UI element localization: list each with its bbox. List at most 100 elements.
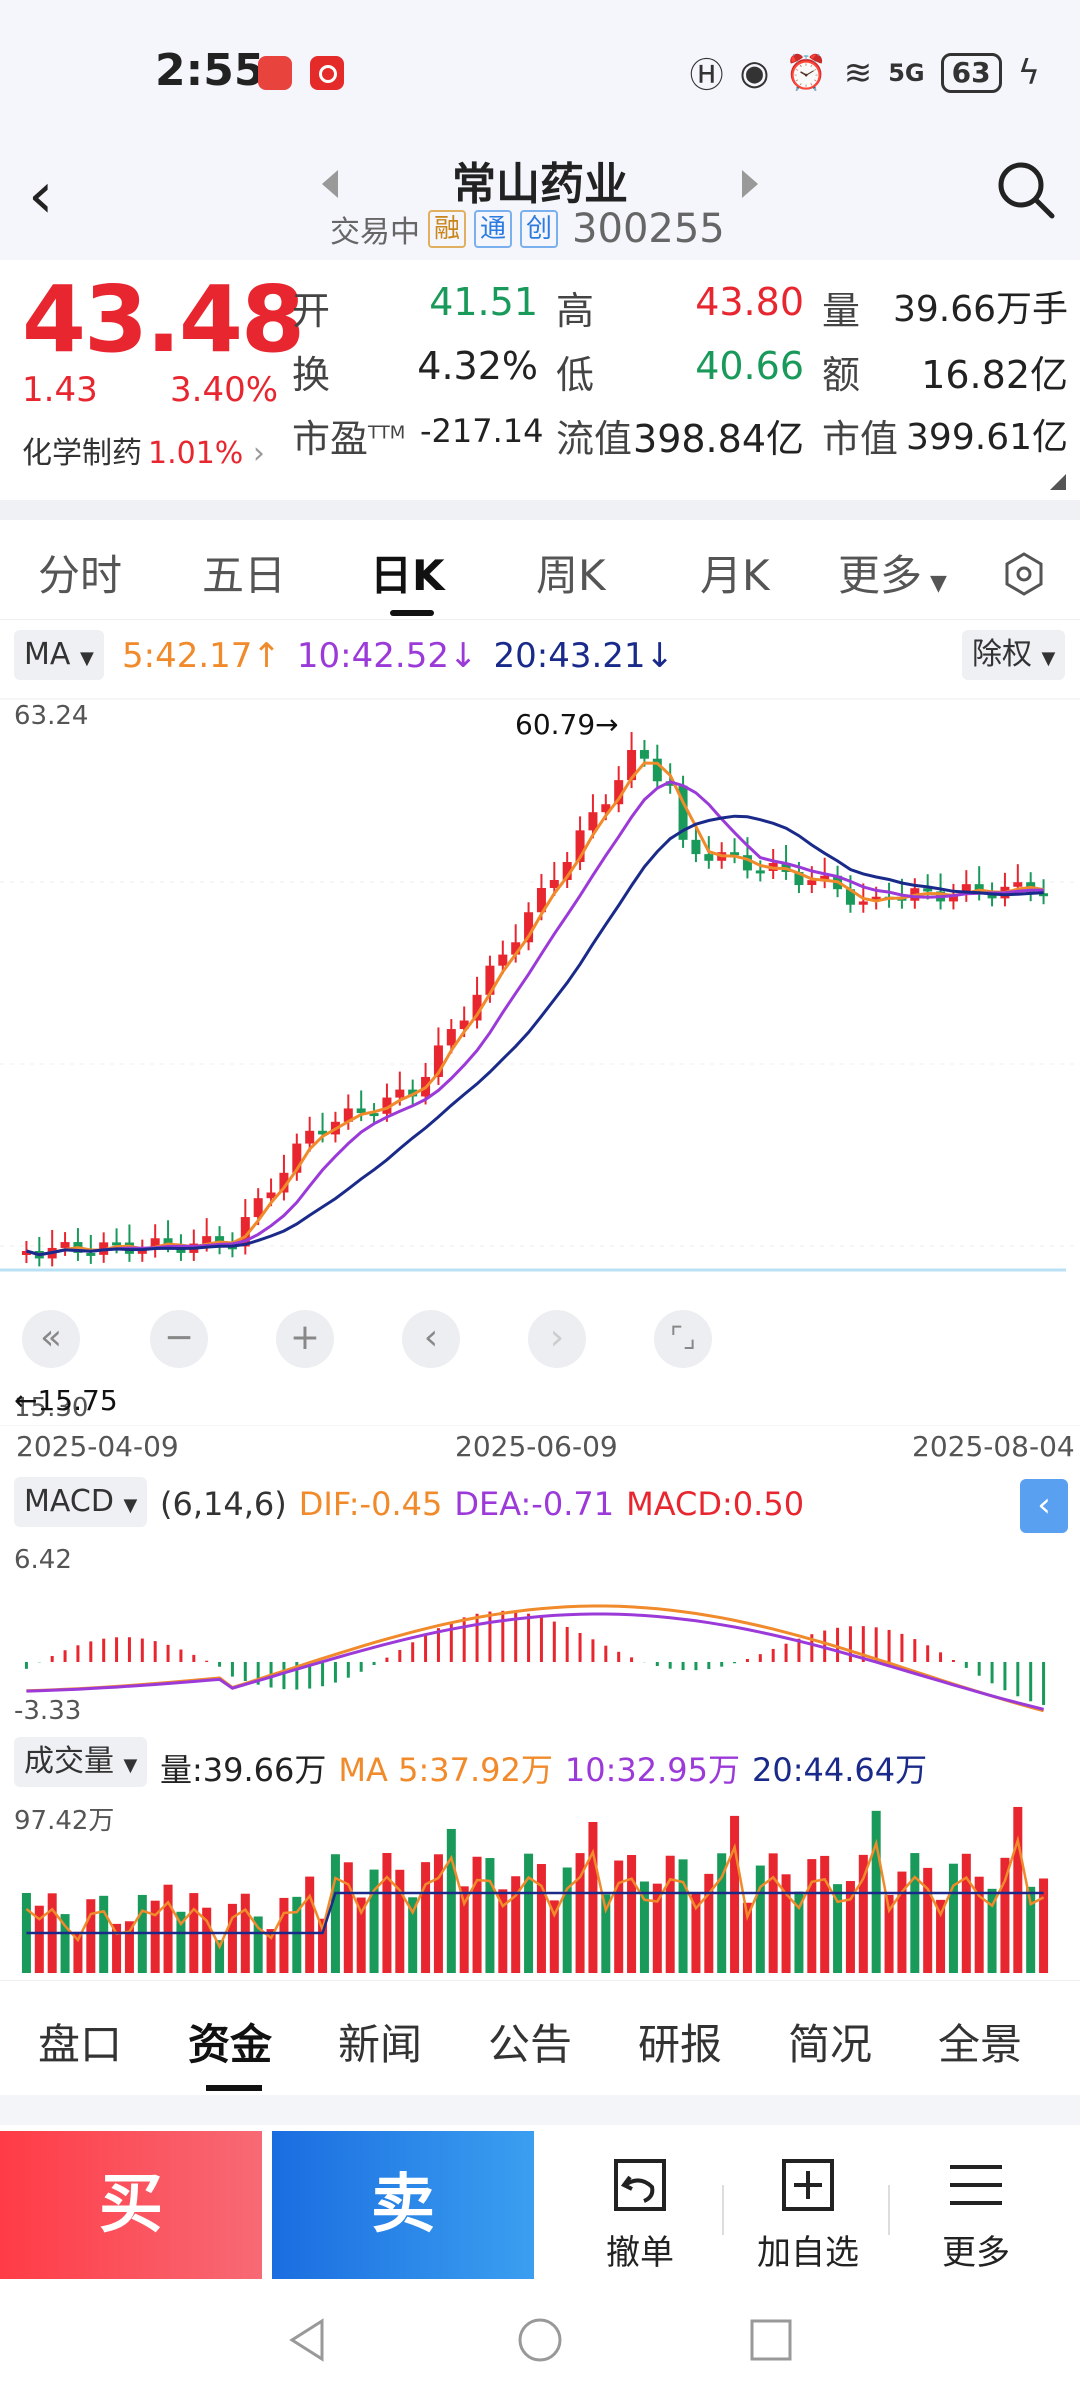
low-label: 低	[556, 353, 595, 397]
chinext-tag: 创	[520, 210, 559, 248]
scroll-left-icon[interactable]: ‹	[402, 1310, 460, 1368]
volume-bar	[652, 1883, 662, 1973]
search-icon[interactable]	[994, 158, 1058, 222]
collapse-panel-icon[interactable]: ‹	[1020, 1479, 1068, 1533]
tab-monthly-k[interactable]: 月K	[700, 551, 770, 600]
tab-announcements[interactable]: 公告	[488, 2020, 573, 2069]
zoom-out-icon[interactable]: −	[150, 1310, 208, 1368]
fullscreen-icon[interactable]: ⌜⌟	[654, 1310, 712, 1368]
volume-bar	[588, 1821, 598, 1973]
tab-overview[interactable]: 全景	[938, 2020, 1023, 2069]
volume-bar	[395, 1869, 405, 1973]
candle	[21, 1251, 31, 1255]
bottom-tabs: 盘口 资金 新闻 公告 研报 简况 全景	[0, 1980, 1080, 2095]
tab-profile[interactable]: 简况	[788, 2020, 873, 2069]
cancel-order-label: 撤单	[606, 2233, 674, 2273]
volume-bar	[768, 1853, 778, 1973]
candle	[665, 781, 675, 786]
volume-bar	[215, 1940, 225, 1973]
tab-research[interactable]: 研报	[638, 2020, 723, 2069]
eye-icon: ◉	[739, 52, 770, 93]
tab-funds[interactable]: 资金	[188, 2020, 273, 2069]
more-button[interactable]: 更多	[906, 2155, 1046, 2274]
volume-selector[interactable]: 成交量 ▼	[14, 1737, 148, 1787]
margin-tag: 融	[428, 210, 467, 248]
volume-bar	[253, 1916, 263, 1973]
volume-bar	[318, 1918, 328, 1973]
sector-link[interactable]: 化学制药 1.01% ›	[22, 428, 265, 472]
scroll-left-fast-icon[interactable]: «	[22, 1310, 80, 1368]
buy-button[interactable]: 买	[0, 2131, 262, 2279]
tab-order-book[interactable]: 盘口	[38, 2020, 123, 2069]
price-change-pct: 3.40%	[170, 370, 279, 410]
macd-selector[interactable]: MACD ▼	[14, 1477, 148, 1527]
pe-sup: TTM	[368, 422, 406, 444]
candle	[202, 1236, 212, 1244]
tab-more-label: 更多	[838, 551, 923, 600]
ma-values: 5:42.17↑ 10:42.52↓ 20:43.21↓	[122, 636, 674, 676]
tab-more[interactable]: 更多 ▼	[838, 542, 947, 603]
candle	[433, 1045, 443, 1077]
scroll-right-icon[interactable]: ›	[528, 1310, 586, 1368]
tab-intraday[interactable]: 分时	[38, 551, 123, 600]
low-marker-label: ←15.75	[14, 1384, 118, 1417]
indicator-selector[interactable]: MA ▼	[14, 630, 104, 680]
volume-bar	[1000, 1857, 1010, 1973]
open-label: 开	[292, 289, 331, 333]
sector-pct: 1.01%	[148, 436, 244, 471]
tab-five-day[interactable]: 五日	[202, 551, 287, 600]
candle	[742, 855, 752, 871]
candle	[1013, 882, 1023, 887]
high-marker-label: 60.79→	[515, 708, 619, 741]
macd-dif-line	[26, 1604, 1044, 1713]
kline-chart[interactable]: 63.24 15.30 60.79→ ←15.75	[0, 696, 1080, 1426]
nav-home-icon[interactable]	[515, 2315, 565, 2365]
volume-bar	[627, 1855, 637, 1973]
macd-selector-label: MACD	[24, 1484, 114, 1519]
tab-news[interactable]: 新闻	[338, 2020, 423, 2069]
macd-y-top: 6.42	[14, 1545, 72, 1575]
ma10-text: 10:42.52	[296, 636, 449, 676]
ma5-value: 5:42.17↑	[122, 636, 281, 676]
action-bar: 买 卖 撤单 加自选 更多	[0, 2125, 1080, 2285]
high-marker-value: 60.79	[515, 708, 595, 741]
candle	[948, 893, 958, 902]
prev-stock-icon[interactable]	[322, 170, 338, 198]
volume-bar	[472, 1856, 482, 1973]
macd-chart[interactable]	[0, 1540, 1080, 1730]
cancel-order-button[interactable]: 撤单	[570, 2155, 710, 2274]
volume-chart[interactable]	[0, 1795, 1080, 1977]
candle	[112, 1242, 122, 1246]
volume-bar	[446, 1828, 456, 1973]
volume-bar	[524, 1853, 534, 1973]
adjust-selector[interactable]: 除权 ▼	[962, 630, 1066, 680]
candle	[974, 884, 984, 893]
volume-bar	[382, 1853, 392, 1973]
volume-bar	[1013, 1806, 1023, 1973]
add-watchlist-button[interactable]: 加自选	[738, 2155, 878, 2274]
volume-bar	[833, 1884, 843, 1973]
volume-bar	[614, 1860, 624, 1973]
status-icons: Ⓗ ◉ ⏰ ≋ 5G 63 ϟ	[690, 48, 1040, 97]
tab-weekly-k[interactable]: 周K	[536, 551, 606, 600]
candle	[588, 812, 598, 831]
volume-bar	[536, 1864, 546, 1973]
volume-bar	[73, 1931, 83, 1973]
volume-bar	[202, 1907, 212, 1973]
zoom-in-icon[interactable]: +	[276, 1310, 334, 1368]
expand-corner-icon[interactable]	[1050, 474, 1066, 490]
tab-daily-k[interactable]: 日K	[370, 551, 445, 600]
nav-back-icon[interactable]	[282, 2315, 332, 2365]
status-time: 2:55	[155, 45, 265, 96]
stock-subline: 交易中 融 通 创 300255	[330, 206, 725, 252]
float-cap-value: 398.84亿	[633, 417, 804, 461]
volume-bar	[408, 1897, 418, 1973]
candle	[446, 1029, 456, 1046]
back-icon[interactable]: ‹	[28, 159, 54, 233]
undo-icon	[614, 2159, 666, 2211]
nav-recents-icon[interactable]	[748, 2317, 794, 2363]
next-stock-icon[interactable]	[742, 170, 758, 198]
sell-button[interactable]: 卖	[272, 2131, 534, 2279]
settings-icon[interactable]	[1000, 550, 1048, 598]
candle	[227, 1246, 237, 1250]
